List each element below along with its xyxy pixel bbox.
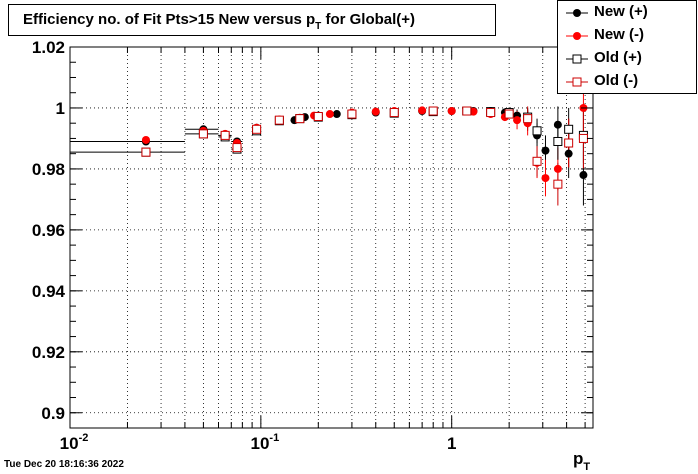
data-point xyxy=(541,146,550,155)
data-point xyxy=(274,115,284,125)
data-point xyxy=(332,110,341,119)
legend-entry-old-minus: Old (-) xyxy=(558,71,696,93)
grid xyxy=(70,47,593,428)
legend-marker-filled-circle-red xyxy=(566,32,588,40)
data-point xyxy=(462,106,472,116)
data-point xyxy=(579,171,588,180)
legend-marker-filled-circle-black xyxy=(566,9,588,17)
x-tick-labels: 10-2 10-1 1 xyxy=(60,432,457,453)
data-point xyxy=(513,116,522,125)
data-point xyxy=(252,124,262,134)
data-point xyxy=(564,138,574,148)
data-point xyxy=(541,174,550,183)
data-point xyxy=(232,143,242,153)
axis-ticks xyxy=(69,46,593,429)
data-point xyxy=(532,156,542,166)
x-axis-title-subscript: T xyxy=(583,461,591,473)
x-tick-label: 10-1 xyxy=(250,432,279,453)
title-main: Efficiency no. of Fit Pts>15 New versus … xyxy=(23,11,316,28)
data-point xyxy=(553,164,562,173)
data-point xyxy=(389,108,399,118)
data-point xyxy=(141,147,151,157)
data-point xyxy=(418,106,427,115)
data-point xyxy=(198,129,208,139)
data-point xyxy=(564,124,574,134)
data-point xyxy=(578,133,588,143)
title-suffix: for Global(+) xyxy=(321,11,416,28)
x-tick-label: 1 xyxy=(447,434,456,453)
legend: New (+) New (-) Old (+) Old (-) xyxy=(557,0,697,94)
data-point xyxy=(220,130,230,140)
data-point xyxy=(523,114,533,124)
legend-entry-new-plus: New (+) xyxy=(558,2,696,24)
data-point xyxy=(553,120,562,129)
data-point xyxy=(141,135,150,144)
y-tick-label: 0.98 xyxy=(32,160,65,179)
legend-label: Old (+) xyxy=(594,49,642,66)
y-tick-label: 0.92 xyxy=(32,343,65,362)
data-point xyxy=(486,108,496,118)
y-tick-label: 0.96 xyxy=(32,221,65,240)
y-tick-label: 1.02 xyxy=(32,38,65,57)
data-point xyxy=(553,136,563,146)
x-axis-title: pT xyxy=(573,449,590,473)
chart-title: Efficiency no. of Fit Pts>15 New versus … xyxy=(8,4,496,36)
legend-label: New (+) xyxy=(594,3,648,20)
title-subscript: T xyxy=(315,21,322,32)
data-point xyxy=(564,149,573,158)
data-point xyxy=(428,106,438,116)
x-tick-label: 10-2 xyxy=(60,432,89,453)
data-point xyxy=(447,107,456,116)
legend-entry-new-minus: New (-) xyxy=(558,25,696,47)
legend-label: New (-) xyxy=(594,26,644,43)
legend-label: Old (-) xyxy=(594,72,639,89)
x-axis-title-main: p xyxy=(573,449,584,468)
data-point xyxy=(347,109,357,119)
y-tick-labels: 0.9 0.92 0.94 0.96 0.98 1 1.02 xyxy=(32,38,66,423)
legend-entry-old-plus: Old (+) xyxy=(558,48,696,70)
y-tick-label: 0.9 xyxy=(41,404,65,423)
data-point xyxy=(553,179,563,189)
y-tick-label: 0.94 xyxy=(32,282,66,301)
data-point xyxy=(371,107,380,116)
y-tick-label: 1 xyxy=(56,99,65,118)
legend-marker-open-square-red xyxy=(566,77,588,87)
data-markers xyxy=(141,103,588,189)
data-point xyxy=(325,110,334,119)
data-point xyxy=(295,114,305,124)
legend-marker-open-square-black xyxy=(566,54,588,64)
plot-frame xyxy=(69,46,594,429)
data-point xyxy=(504,109,514,119)
data-point xyxy=(532,126,542,136)
data-point xyxy=(469,107,478,116)
data-point xyxy=(313,111,323,121)
timestamp: Tue Dec 20 18:16:36 2022 xyxy=(4,459,124,470)
